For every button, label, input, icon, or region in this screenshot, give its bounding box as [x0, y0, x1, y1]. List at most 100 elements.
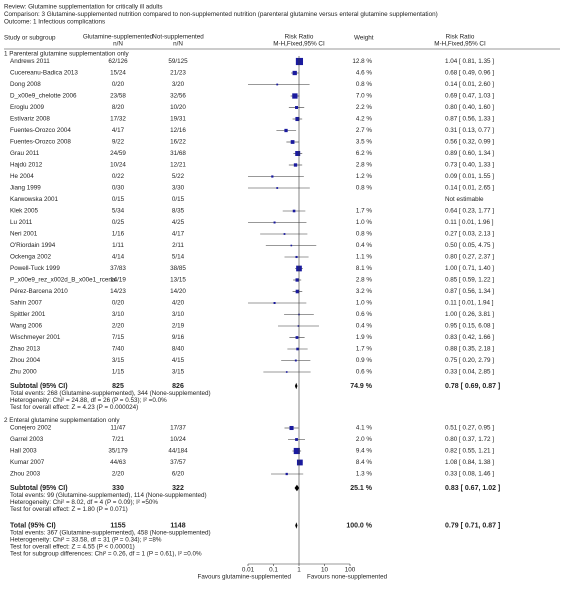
g-count: 0/30 — [112, 185, 125, 192]
g-count: 11/47 — [110, 425, 126, 432]
n-count: 2/19 — [172, 323, 185, 330]
n-count: 9/16 — [172, 334, 185, 341]
weight-box — [295, 106, 299, 109]
estimate: 1.04 [ 0.81, 1.35 ] — [445, 58, 494, 65]
weight-box — [293, 163, 298, 167]
g-count: 0/25 — [112, 219, 125, 226]
n-count: 5/22 — [172, 173, 185, 180]
estimate: 0.51 [ 0.27, 0.95 ] — [445, 425, 494, 432]
weight: 3.2 % — [356, 288, 373, 295]
n-count: 6/20 — [172, 471, 185, 478]
g-count: 9/22 — [112, 139, 125, 146]
study-name: Wang 2006 — [10, 323, 42, 330]
weight: 4.2 % — [356, 116, 373, 123]
n-count: 4/20 — [172, 300, 185, 307]
study-name: P_x00e9_rez_x002d_B_x00e1_rcenal — [10, 277, 117, 284]
estimate: 0.83 [ 0.67, 1.02 ] — [445, 485, 500, 492]
weight-box — [290, 140, 295, 144]
weight: 12.8 % — [352, 58, 372, 65]
n-count: 44/184 — [168, 448, 188, 455]
g-count: 0/20 — [112, 81, 125, 88]
weight: 3.5 % — [356, 139, 373, 146]
group-title: 2 Enteral glutamine supplementation only — [4, 417, 120, 424]
comparison: Comparison: 3 Glutamine-supplemented nut… — [4, 11, 438, 18]
study-name: D_x00e9_chelotte 2006 — [10, 93, 77, 100]
g-count: 2/20 — [112, 471, 125, 478]
weight: 1.2 % — [356, 173, 373, 180]
g-count: 44/63 — [110, 459, 126, 466]
note: Heterogeneity: Chi² = 8.02, df = 4 (P = … — [10, 499, 158, 506]
study-name: Dong 2008 — [10, 81, 41, 88]
estimate: Not estimable — [445, 196, 484, 203]
study-name: Estívariz 2008 — [10, 116, 50, 123]
weight-box — [295, 278, 299, 282]
g-count: 7/40 — [112, 346, 125, 353]
g-count: 1/15 — [112, 369, 125, 376]
diamond — [295, 522, 298, 529]
n-count: 3/10 — [172, 311, 185, 318]
weight: 9.4 % — [356, 448, 373, 455]
study-name: Spittler 2001 — [10, 311, 46, 318]
g-count: 35/179 — [108, 448, 128, 455]
estimate: 0.80 [ 0.40, 1.60 ] — [445, 104, 494, 111]
note: Heterogeneity: Chi² = 24.88, df = 26 (P … — [10, 397, 167, 404]
study-name: O'Riordain 1994 — [10, 242, 56, 249]
n-count: 4/25 — [172, 219, 185, 226]
study-name: Conejero 2002 — [10, 425, 52, 432]
g-count: 7/21 — [112, 436, 125, 443]
weight: 74.9 % — [350, 383, 373, 390]
estimate: 0.89 [ 0.60, 1.34 ] — [445, 150, 494, 157]
study-name: Cucereanu-Badica 2013 — [10, 70, 78, 77]
favours-left: Favours glutamine-supplemented — [198, 574, 292, 581]
estimate: 0.14 [ 0.01, 2.65 ] — [445, 185, 494, 192]
weight: 0.4 % — [356, 242, 373, 249]
estimate: 0.87 [ 0.56, 1.33 ] — [445, 116, 494, 123]
study-name: Pérez-Barcena 2010 — [10, 288, 68, 295]
weight: 100.0 % — [346, 522, 372, 529]
g-count: 0/15 — [112, 196, 125, 203]
weight-box — [296, 459, 303, 466]
weight-box — [295, 289, 300, 294]
n-count: 5/14 — [172, 254, 185, 261]
study-name: Eroglu 2009 — [10, 104, 44, 111]
estimate: 0.88 [ 0.35, 2.18 ] — [445, 346, 494, 353]
g-count: 3/15 — [112, 357, 125, 364]
study-name: Klek 2005 — [10, 208, 39, 215]
weight-box — [297, 325, 300, 327]
estimate: 0.11 [ 0.01, 1.96 ] — [445, 219, 494, 226]
weight-box — [285, 472, 288, 476]
weight-box — [295, 255, 298, 259]
g-count: 15/24 — [110, 70, 126, 77]
g-count: 14/19 — [110, 277, 126, 284]
weight-box — [284, 128, 288, 133]
n-count: 1148 — [170, 522, 185, 529]
n-count: 59/125 — [168, 58, 188, 65]
g-count: 8/20 — [112, 104, 125, 111]
g-count: 3/10 — [112, 311, 125, 318]
weight-box — [289, 425, 294, 431]
weight: 8.1 % — [356, 265, 373, 272]
weight-box — [292, 93, 298, 99]
weight: 2.0 % — [356, 436, 373, 443]
study-name: Subtotal (95% CI) — [10, 485, 68, 492]
n-count: 322 — [172, 485, 184, 492]
estimate: 0.31 [ 0.13, 0.77 ] — [445, 127, 494, 134]
study-name: Powell-Tuck 1999 — [10, 265, 60, 272]
g-count: 2/20 — [112, 323, 125, 330]
estimate: 0.83 [ 0.42, 1.66 ] — [445, 334, 494, 341]
n-count: 32/56 — [170, 93, 186, 100]
n-count: 4/15 — [172, 357, 185, 364]
n-count: 17/37 — [170, 425, 186, 432]
weight: 2.8 % — [356, 162, 373, 169]
study-name: Grau 2011 — [10, 150, 40, 157]
weight: 2.2 % — [356, 104, 373, 111]
g-count: 37/83 — [110, 265, 126, 272]
study-name: Zhou 2004 — [10, 357, 41, 364]
note: Heterogeneity: Chi² = 33.58, df = 31 (P … — [10, 537, 162, 544]
col-plot: Risk Ratio — [285, 34, 314, 41]
estimate: 0.80 [ 0.37, 1.72 ] — [445, 436, 494, 443]
col-n-sub: n/N — [173, 41, 183, 48]
note: Total events: 268 (Glutamine-supplemente… — [10, 390, 211, 397]
col-plot-sub: M-H,Fixed,95% CI — [273, 41, 325, 48]
